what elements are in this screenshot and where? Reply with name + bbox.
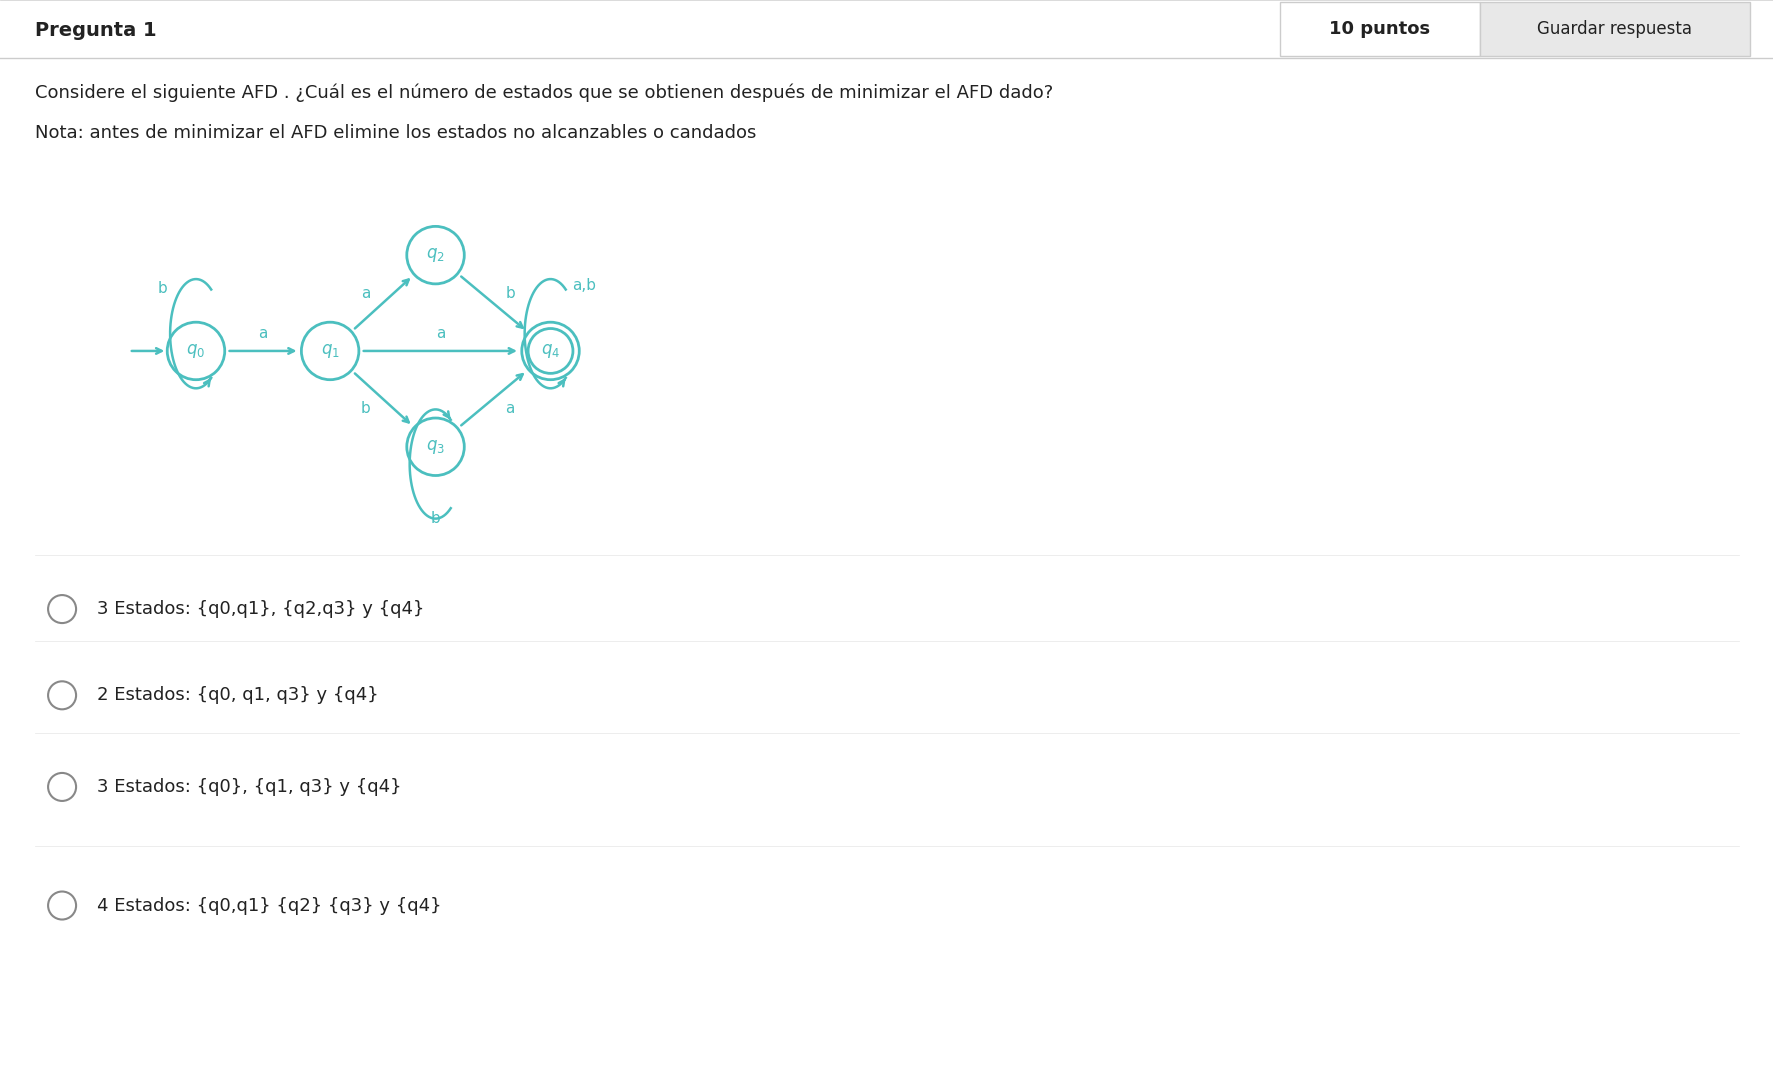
Text: b: b	[431, 511, 440, 526]
Text: Pregunta 1: Pregunta 1	[35, 22, 156, 41]
Text: 2 Estados: {q0, q1, q3} y {q4}: 2 Estados: {q0, q1, q3} y {q4}	[98, 687, 378, 704]
FancyBboxPatch shape	[1280, 2, 1479, 56]
Text: b: b	[158, 281, 167, 296]
Text: $q_1$: $q_1$	[321, 342, 339, 360]
Text: 3 Estados: {q0}, {q1, q3} y {q4}: 3 Estados: {q0}, {q1, q3} y {q4}	[98, 778, 401, 796]
Text: Nota: antes de minimizar el AFD elimine los estados no alcanzables o candados: Nota: antes de minimizar el AFD elimine …	[35, 124, 755, 142]
Text: 10 puntos: 10 puntos	[1328, 20, 1429, 38]
Text: b: b	[360, 401, 371, 416]
Text: a: a	[505, 401, 514, 416]
Text: Considere el siguiente AFD . ¿Cuál es el número de estados que se obtienen despu: Considere el siguiente AFD . ¿Cuál es el…	[35, 84, 1053, 102]
Text: $q_3$: $q_3$	[426, 438, 445, 456]
Text: a: a	[436, 327, 445, 342]
Text: $q_4$: $q_4$	[541, 342, 560, 360]
Text: a: a	[360, 286, 371, 301]
FancyBboxPatch shape	[1479, 2, 1748, 56]
Text: Guardar respuesta: Guardar respuesta	[1537, 20, 1691, 38]
Text: $q_2$: $q_2$	[426, 246, 445, 264]
Text: b: b	[505, 286, 514, 301]
Text: a,b: a,b	[571, 278, 596, 293]
Text: 3 Estados: {q0,q1}, {q2,q3} y {q4}: 3 Estados: {q0,q1}, {q2,q3} y {q4}	[98, 600, 424, 618]
Text: 4 Estados: {q0,q1} {q2} {q3} y {q4}: 4 Estados: {q0,q1} {q2} {q3} y {q4}	[98, 897, 441, 914]
Text: a: a	[259, 327, 268, 342]
Text: $q_0$: $q_0$	[186, 342, 206, 360]
